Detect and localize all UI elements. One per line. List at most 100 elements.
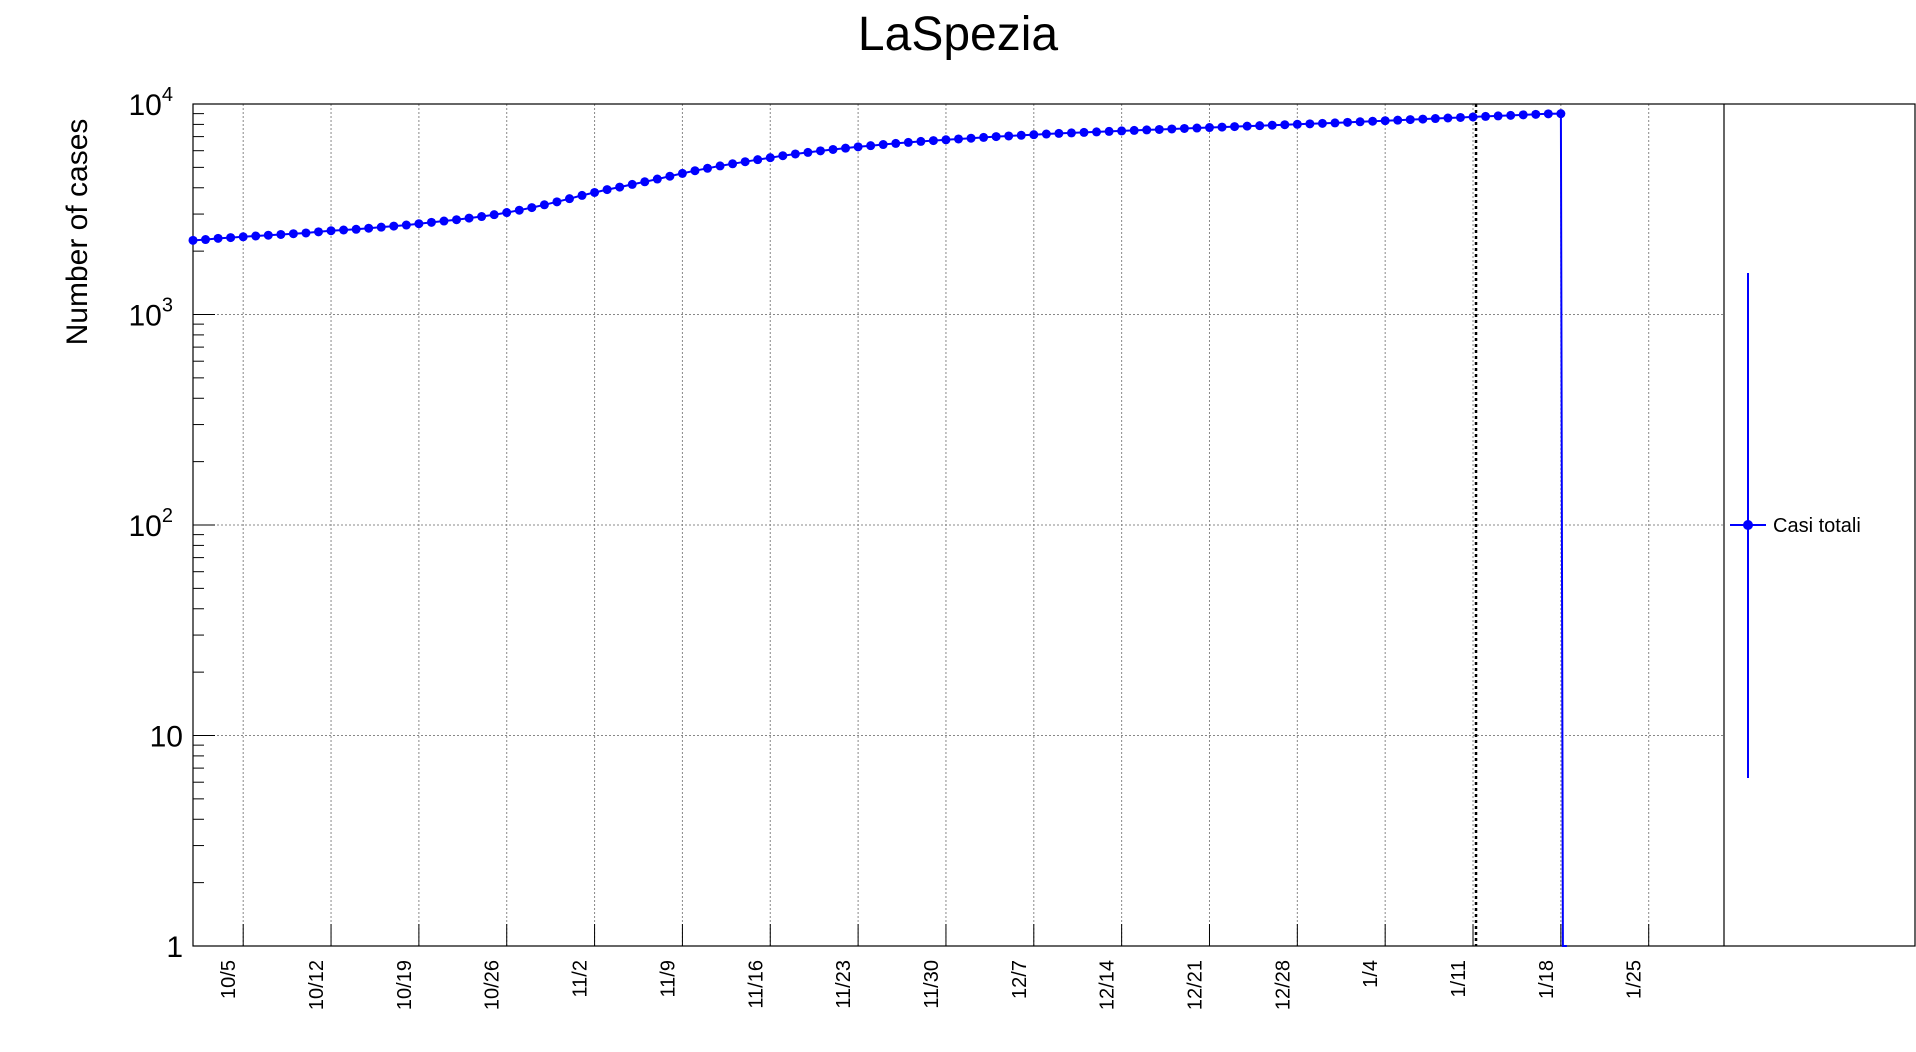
data-point: [238, 232, 248, 242]
x-tick-label: 12/28: [1272, 960, 1294, 1010]
data-point: [1343, 117, 1353, 127]
data-point: [966, 133, 976, 143]
y-tick-label: 103: [129, 295, 174, 333]
x-tick-label: 12/21: [1184, 960, 1206, 1010]
data-point: [954, 134, 963, 144]
chart-title: LaSpezia: [858, 8, 1058, 61]
axis-layer: 10/5 10/12 10/19 10/26 11/2 11/9 11/16 11/23 11/…: [129, 84, 1650, 1010]
x-tick-label: 11/16: [745, 960, 767, 1009]
data-point: [1393, 115, 1403, 125]
data-point: [740, 157, 750, 167]
data-point: [979, 132, 989, 142]
data-point: [1368, 116, 1378, 126]
data-point: [778, 151, 788, 161]
data-point: [815, 146, 825, 156]
data-point: [703, 163, 713, 173]
data-point: [828, 144, 838, 154]
y-tick-label: 104: [129, 84, 174, 122]
data-point: [1493, 111, 1503, 121]
data-point: [615, 182, 625, 192]
data-point: [452, 215, 462, 225]
data-point: [401, 220, 411, 230]
data-point: [226, 233, 236, 243]
x-tick-label: 1/18: [1536, 960, 1558, 999]
data-point: [539, 200, 549, 210]
data-point: [263, 230, 273, 240]
x-tick-label: 11/23: [833, 960, 855, 1009]
data-point: [991, 132, 1001, 142]
x-tick-label: 1/25: [1624, 960, 1646, 999]
data-point: [1543, 109, 1553, 119]
grid-layer: [193, 104, 1724, 946]
data-point: [389, 221, 399, 231]
data-point: [1054, 128, 1064, 138]
data-point: [1217, 122, 1227, 132]
data-point: [1016, 130, 1026, 140]
data-point: [803, 147, 813, 157]
data-point: [489, 210, 499, 220]
data-point: [627, 179, 637, 189]
data-point: [1255, 121, 1265, 131]
data-point: [414, 219, 424, 229]
data-point: [1443, 113, 1453, 123]
data-point: [564, 194, 574, 204]
x-tick-label: 10/19: [394, 960, 416, 1010]
data-point: [351, 224, 361, 234]
data-point: [841, 143, 851, 153]
data-point: [188, 235, 198, 245]
data-point: [1142, 125, 1152, 135]
data-point: [364, 223, 374, 233]
data-point: [1267, 120, 1277, 130]
data-point: [251, 231, 261, 241]
data-point: [1179, 123, 1189, 133]
x-tick-label: 10/5: [218, 960, 240, 999]
data-point: [326, 226, 336, 236]
data-point: [439, 216, 449, 226]
data-point: [665, 171, 675, 181]
data-point: [1129, 125, 1139, 135]
data-point: [1204, 123, 1214, 133]
data-point: [1380, 116, 1390, 126]
data-point: [866, 141, 876, 151]
data-point: [677, 168, 687, 178]
data-point: [1079, 127, 1089, 137]
data-point: [477, 212, 487, 222]
data-point: [602, 185, 612, 195]
data-point: [878, 140, 888, 150]
data-point: [1506, 110, 1516, 120]
data-point: [765, 153, 775, 163]
data-point: [1405, 115, 1415, 125]
x-tick-label: 11/30: [921, 960, 943, 1009]
data-point: [1104, 126, 1114, 136]
data-point: [552, 197, 562, 207]
x-tick-label: 11/9: [657, 960, 679, 997]
legend-marker: [1743, 520, 1753, 530]
data-point: [301, 228, 311, 238]
data-point: [590, 187, 600, 197]
data-point: [1004, 131, 1014, 141]
data-point: [577, 190, 587, 200]
data-point: [339, 225, 349, 235]
series-line: [192, 112, 1567, 947]
data-point: [640, 177, 650, 187]
data-point: [853, 142, 863, 152]
data-point: [376, 222, 386, 232]
data-point: [790, 149, 800, 159]
data-point: [1066, 128, 1076, 138]
x-tick-label: 10/26: [482, 960, 504, 1010]
data-point: [1556, 109, 1566, 119]
x-tick-label: 12/14: [1097, 960, 1119, 1010]
data-point: [1092, 127, 1102, 137]
data-point: [1192, 123, 1202, 133]
data-point: [1117, 126, 1127, 136]
data-point: [464, 213, 474, 223]
data-point: [652, 174, 662, 184]
data-point: [213, 233, 223, 243]
data-point: [276, 229, 286, 239]
x-tick-label: 10/12: [306, 960, 328, 1010]
data-point: [1041, 129, 1051, 139]
data-point: [1167, 124, 1177, 134]
x-tick-label: 11/2: [570, 960, 592, 997]
data-point: [941, 135, 951, 145]
data-point: [690, 166, 700, 176]
